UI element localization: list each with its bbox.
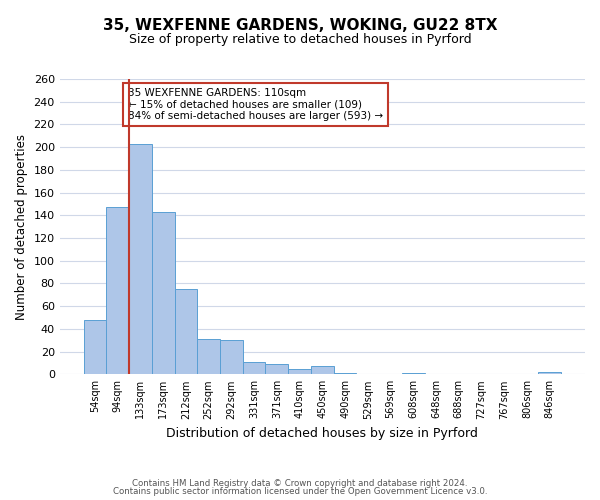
Text: 35, WEXFENNE GARDENS, WOKING, GU22 8TX: 35, WEXFENNE GARDENS, WOKING, GU22 8TX [103, 18, 497, 32]
Bar [106, 208, 129, 374]
Bar [288, 368, 311, 374]
Y-axis label: Number of detached properties: Number of detached properties [15, 134, 28, 320]
Bar [402, 373, 425, 374]
Text: 35 WEXFENNE GARDENS: 110sqm
← 15% of detached houses are smaller (109)
84% of se: 35 WEXFENNE GARDENS: 110sqm ← 15% of det… [128, 88, 383, 121]
Bar [197, 339, 220, 374]
Bar [83, 320, 106, 374]
Bar [311, 366, 334, 374]
Bar [265, 364, 288, 374]
Bar [538, 372, 561, 374]
Bar [152, 212, 175, 374]
Bar [334, 373, 356, 374]
Text: Contains public sector information licensed under the Open Government Licence v3: Contains public sector information licen… [113, 488, 487, 496]
Text: Contains HM Land Registry data © Crown copyright and database right 2024.: Contains HM Land Registry data © Crown c… [132, 478, 468, 488]
Bar [175, 289, 197, 374]
Bar [220, 340, 243, 374]
Text: Size of property relative to detached houses in Pyrford: Size of property relative to detached ho… [128, 32, 472, 46]
X-axis label: Distribution of detached houses by size in Pyrford: Distribution of detached houses by size … [166, 427, 478, 440]
Bar [129, 144, 152, 374]
Bar [243, 362, 265, 374]
